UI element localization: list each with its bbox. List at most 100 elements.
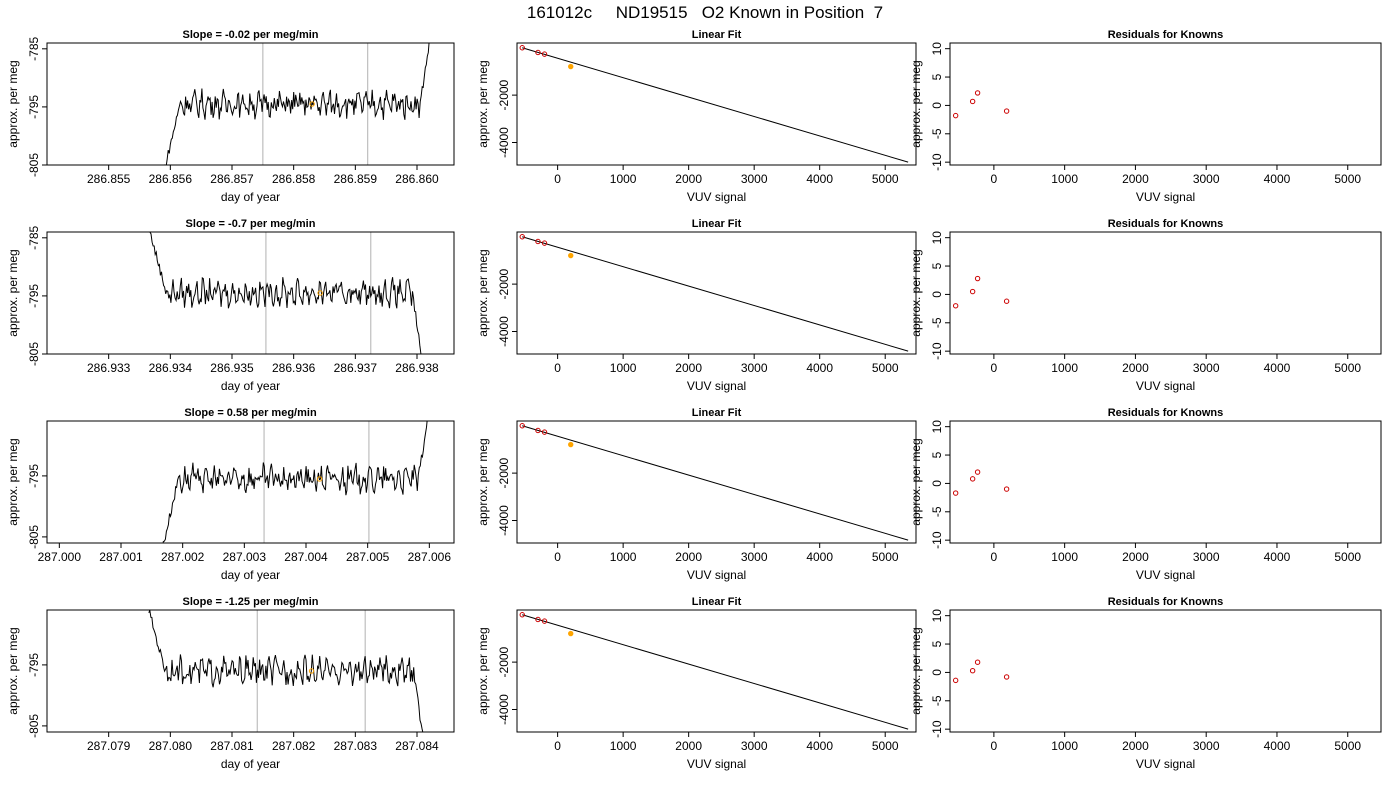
x-tick-label: 5000	[872, 550, 899, 564]
x-tick-label: 287.003	[223, 550, 267, 564]
plot-frame	[949, 231, 1382, 355]
x-axis-label: VUV signal	[687, 568, 746, 582]
highlight-point	[309, 101, 315, 107]
y-axis-label: approx. per meg	[476, 438, 490, 525]
x-tick-label: 2000	[1122, 361, 1149, 375]
data-point	[519, 45, 525, 51]
fit-line	[522, 614, 909, 730]
y-tick-label: -795	[27, 464, 41, 488]
y-tick-label: 5	[930, 262, 944, 269]
y-tick-label: -5	[930, 128, 944, 139]
plot-frame	[949, 609, 1382, 733]
y-axis-label: approx. per meg	[909, 249, 923, 336]
panel-fit-4: Linear Fit 0 1000 2000 3000 4000 5000 -2000 -400…	[476, 596, 917, 771]
residual-point	[1003, 298, 1010, 304]
plot-area	[162, 421, 428, 543]
residual-point	[974, 90, 981, 96]
y-tick-label: -805	[27, 525, 41, 549]
x-tick-label: 0	[991, 550, 998, 564]
data-point	[535, 616, 541, 623]
x-tick-label: 287.081	[210, 739, 254, 753]
y-tick-label: -795	[27, 95, 41, 119]
plot-area	[519, 612, 909, 730]
x-tick-label: 286.938	[395, 361, 439, 375]
x-tick-label: 5000	[1334, 172, 1361, 186]
y-tick-label: -805	[27, 714, 41, 738]
panel-timeseries-4: Slope = -1.25 per meg/min 287.079 287.080 2…	[6, 596, 455, 771]
highlight-point	[317, 290, 323, 296]
x-tick-label: 286.934	[149, 361, 193, 375]
x-tick-label: 3000	[741, 361, 768, 375]
x-tick-label: 287.079	[87, 739, 131, 753]
x-tick-label: 2000	[675, 739, 702, 753]
x-tick-label: 5000	[1334, 550, 1361, 564]
plot-frame	[949, 42, 1382, 166]
highlight-point	[568, 630, 574, 637]
x-tick-label: 3000	[1193, 172, 1220, 186]
plot-area	[519, 234, 909, 352]
fit-line	[522, 425, 909, 541]
y-tick-label: 0	[930, 669, 944, 676]
plot-frame	[516, 42, 917, 166]
x-tick-label: 3000	[741, 550, 768, 564]
plot-area	[952, 659, 1010, 684]
y-tick-label: -4000	[497, 505, 511, 536]
panel-title: Slope = 0.58 per meg/min	[184, 407, 317, 419]
x-tick-label: 286.859	[334, 172, 378, 186]
y-tick-label: 10	[930, 609, 944, 623]
x-axis-label: day of year	[221, 190, 280, 204]
panel-title: Residuals for Knowns	[1108, 29, 1224, 41]
x-tick-label: 3000	[1193, 550, 1220, 564]
residual-point	[969, 668, 976, 674]
x-axis-label: VUV signal	[687, 190, 746, 204]
y-tick-label: -795	[27, 653, 41, 677]
residual-point	[969, 476, 976, 482]
y-axis-label: approx. per meg	[6, 627, 20, 714]
x-tick-label: 0	[991, 172, 998, 186]
plot-area	[164, 43, 430, 165]
y-axis-label: approx. per meg	[6, 60, 20, 147]
plot-frame	[46, 609, 455, 733]
data-point	[535, 238, 541, 245]
residual-point	[952, 112, 959, 119]
x-axis-label: VUV signal	[687, 379, 746, 393]
y-tick-label: -2000	[497, 268, 511, 299]
x-tick-label: 3000	[741, 739, 768, 753]
x-tick-label: 287.080	[149, 739, 193, 753]
y-axis-label: approx. per meg	[476, 249, 490, 336]
x-tick-label: 287.006	[408, 550, 452, 564]
panel-timeseries-3: Slope = 0.58 per meg/min 287.000 287.001 28…	[6, 407, 455, 582]
data-point	[541, 51, 548, 57]
plot-area	[149, 232, 422, 354]
panel-title: Linear Fit	[692, 218, 742, 230]
timeseries-trace	[162, 421, 428, 543]
fit-line	[522, 236, 909, 352]
plot-frame	[46, 231, 455, 355]
x-axis-label: day of year	[221, 757, 280, 771]
x-tick-label: 2000	[675, 550, 702, 564]
y-tick-label: -5	[930, 506, 944, 517]
plot-area	[519, 423, 909, 541]
x-tick-label: 2000	[1122, 550, 1149, 564]
x-tick-label: 1000	[1051, 172, 1078, 186]
panel-title: Residuals for Knowns	[1108, 407, 1224, 419]
residual-point	[969, 288, 976, 295]
x-tick-label: 4000	[1264, 172, 1291, 186]
y-axis-label: approx. per meg	[6, 249, 20, 336]
x-tick-label: 286.937	[334, 361, 378, 375]
x-tick-label: 286.855	[87, 172, 131, 186]
residual-point	[969, 98, 976, 105]
x-tick-label: 4000	[1264, 550, 1291, 564]
x-axis-label: VUV signal	[1136, 757, 1195, 771]
y-axis-label: approx. per meg	[476, 60, 490, 147]
residual-point	[1003, 486, 1010, 492]
x-tick-label: 0	[991, 739, 998, 753]
plot-frame	[516, 609, 917, 733]
residual-point	[974, 469, 981, 475]
y-tick-label: -805	[27, 153, 41, 177]
x-tick-label: 1000	[1051, 739, 1078, 753]
panel-title: Slope = -0.02 per meg/min	[182, 29, 318, 41]
panel-timeseries-2: Slope = -0.7 per meg/min 286.933 286.934 28…	[6, 218, 455, 393]
plot-frame	[46, 42, 455, 166]
